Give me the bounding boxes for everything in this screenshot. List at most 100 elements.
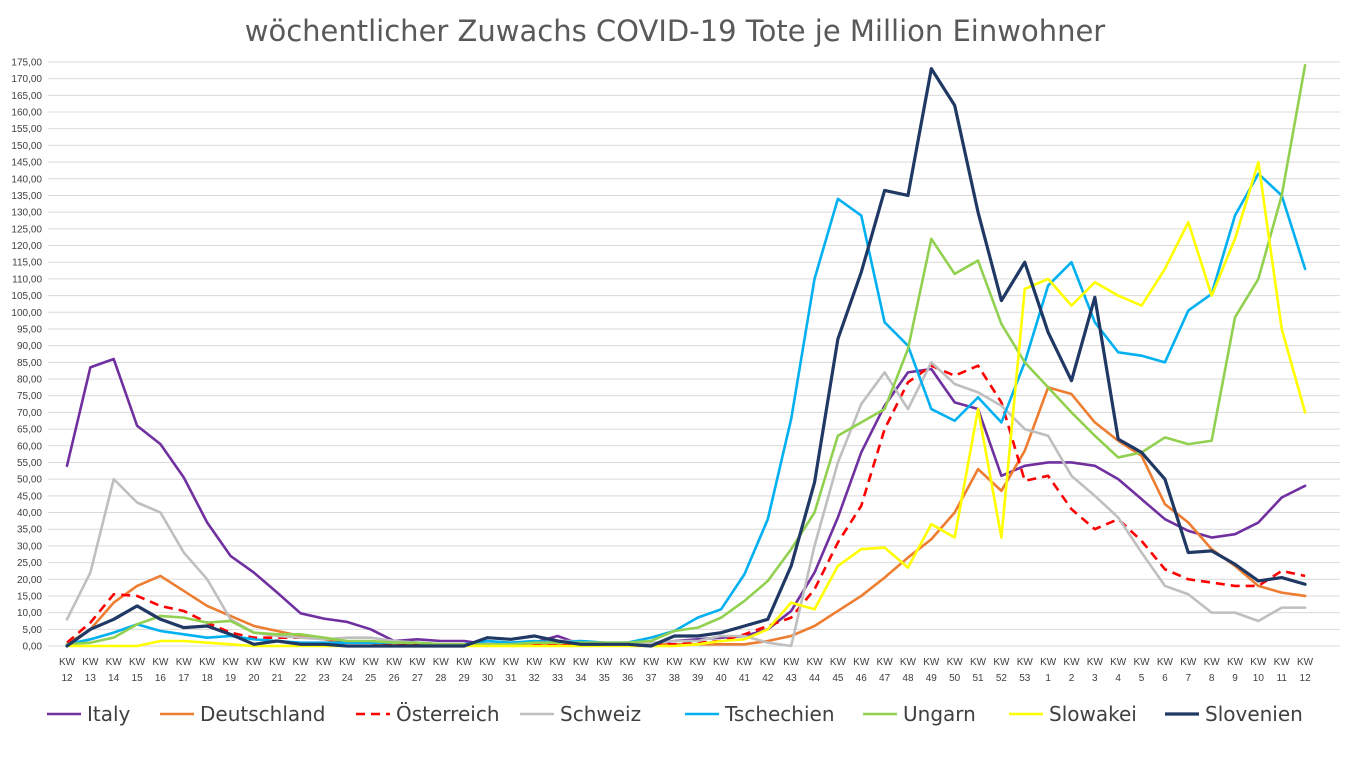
- x-tick-label-top: KW: [993, 657, 1010, 668]
- x-tick-label-bottom: 14: [108, 673, 120, 684]
- y-tick-label: 85,00: [17, 358, 42, 369]
- x-tick-label: KW 26: [386, 657, 403, 684]
- x-tick-label-top: KW: [269, 657, 286, 668]
- x-tick-label-bottom: 31: [505, 673, 517, 684]
- x-tick-label-top: KW: [643, 657, 660, 668]
- legend-label: Slowakei: [1049, 702, 1137, 726]
- x-tick-label-bottom: 10: [1253, 673, 1265, 684]
- y-tick-label: 70,00: [17, 408, 42, 419]
- series-line-italy: [65, 357, 1307, 646]
- x-tick-label: KW 42: [760, 657, 777, 684]
- x-tick-label-top: KW: [690, 657, 707, 668]
- series-line-ungarn: [65, 64, 1307, 646]
- x-tick-label: KW 24: [339, 657, 356, 684]
- x-tick-label: KW 36: [620, 657, 637, 684]
- legend: Italy Deutschland Österreich Schweiz Tschech…: [47, 702, 1303, 726]
- x-tick-label-top: KW: [363, 657, 380, 668]
- y-tick-label: 65,00: [17, 425, 42, 436]
- x-tick-label-top: KW: [1250, 657, 1267, 668]
- y-tick-label: 10,00: [17, 608, 42, 619]
- x-tick-label-bottom: 50: [949, 673, 961, 684]
- x-tick-label-top: KW: [1040, 657, 1057, 668]
- x-tick-label: KW 19: [222, 657, 239, 684]
- legend-label: Italy: [87, 702, 131, 726]
- x-tick-label-bottom: 46: [856, 673, 868, 684]
- x-tick-label-bottom: 42: [762, 673, 774, 684]
- y-tick-label: 120,00: [11, 241, 42, 252]
- x-tick-label-top: KW: [1017, 657, 1034, 668]
- x-tick-label-top: KW: [1157, 657, 1174, 668]
- y-tick-label: 95,00: [17, 324, 42, 335]
- y-tick-label: 155,00: [11, 124, 42, 135]
- legend-item-oesterreich: Österreich: [356, 702, 500, 726]
- series-line-slowakei: [65, 160, 1307, 648]
- x-tick-label-bottom: 25: [365, 673, 377, 684]
- x-tick-label-bottom: 7: [1185, 673, 1191, 684]
- x-tick-label-bottom: 12: [1300, 673, 1312, 684]
- x-tick-label: KW 21: [269, 657, 286, 684]
- legend-label: Tschechien: [724, 702, 835, 726]
- x-tick-label: KW 27: [409, 657, 426, 684]
- x-tick-label: KW 32: [526, 657, 543, 684]
- x-tick-label-top: KW: [550, 657, 567, 668]
- y-tick-label: 125,00: [11, 224, 42, 235]
- x-tick-label-bottom: 21: [272, 673, 284, 684]
- x-tick-label: KW 50: [947, 657, 964, 684]
- x-tick-label-top: KW: [246, 657, 263, 668]
- x-tick-label-top: KW: [1297, 657, 1314, 668]
- x-tick-label: KW 18: [199, 657, 216, 684]
- x-tick-label-top: KW: [1110, 657, 1127, 668]
- x-tick-label: KW 47: [877, 657, 894, 684]
- x-tick-label-bottom: 34: [575, 673, 587, 684]
- x-tick-label: KW 52: [993, 657, 1010, 684]
- x-tick-label-bottom: 53: [1019, 673, 1031, 684]
- legend-label: Ungarn: [903, 702, 976, 726]
- x-tick-label-bottom: 52: [996, 673, 1008, 684]
- x-tick-label-top: KW: [1063, 657, 1080, 668]
- y-tick-label: 20,00: [17, 575, 42, 586]
- x-tick-label: KW 17: [176, 657, 193, 684]
- legend-item-italy: Italy: [47, 702, 131, 726]
- x-tick-label-top: KW: [923, 657, 940, 668]
- x-tick-label-top: KW: [479, 657, 496, 668]
- y-tick-label: 115,00: [12, 258, 42, 269]
- x-tick-label-bottom: 44: [809, 673, 821, 684]
- x-tick-label: KW 31: [503, 657, 520, 684]
- x-tick-label: KW 14: [106, 657, 123, 684]
- y-tick-label: 30,00: [17, 541, 42, 552]
- x-tick-label-top: KW: [620, 657, 637, 668]
- legend-item-slovenien: Slovenien: [1165, 702, 1303, 726]
- x-tick-label: KW 25: [363, 657, 380, 684]
- legend-label: Österreich: [396, 702, 500, 726]
- x-tick-label-top: KW: [806, 657, 823, 668]
- x-tick-label: KW 22: [293, 657, 310, 684]
- x-tick-label-top: KW: [106, 657, 123, 668]
- y-tick-label: 55,00: [17, 458, 42, 469]
- y-tick-label: 75,00: [17, 391, 42, 402]
- x-tick-label-top: KW: [199, 657, 216, 668]
- x-tick-label-top: KW: [713, 657, 730, 668]
- chart-title: wöchentlicher Zuwachs COVID-19 Tote je M…: [244, 14, 1106, 48]
- y-tick-label: 80,00: [17, 375, 42, 386]
- y-tick-label: 0,00: [23, 642, 43, 653]
- x-tick-label: KW 44: [806, 657, 823, 684]
- x-tick-label-bottom: 40: [716, 673, 728, 684]
- x-tick-label-bottom: 15: [132, 673, 144, 684]
- x-tick-label-top: KW: [316, 657, 333, 668]
- series-lines: [65, 64, 1307, 648]
- x-tick-label-bottom: 1: [1045, 673, 1051, 684]
- x-tick-label-bottom: 3: [1092, 673, 1098, 684]
- x-tick-label-bottom: 30: [482, 673, 494, 684]
- x-tick-label-bottom: 27: [412, 673, 424, 684]
- x-tick-label: KW 46: [853, 657, 870, 684]
- x-tick-label: KW 20: [246, 657, 263, 684]
- y-axis-ticks: 0,00 5,00 10,00 15,00 20,00 25,00 30,00 35,00 40…: [11, 58, 42, 653]
- x-tick-label-top: KW: [1274, 657, 1291, 668]
- x-tick-label: KW 2: [1063, 657, 1080, 684]
- x-tick-label-top: KW: [503, 657, 520, 668]
- x-tick-label-bottom: 22: [295, 673, 307, 684]
- series-line-deutschland: [65, 386, 1307, 646]
- x-tick-label-bottom: 17: [178, 673, 190, 684]
